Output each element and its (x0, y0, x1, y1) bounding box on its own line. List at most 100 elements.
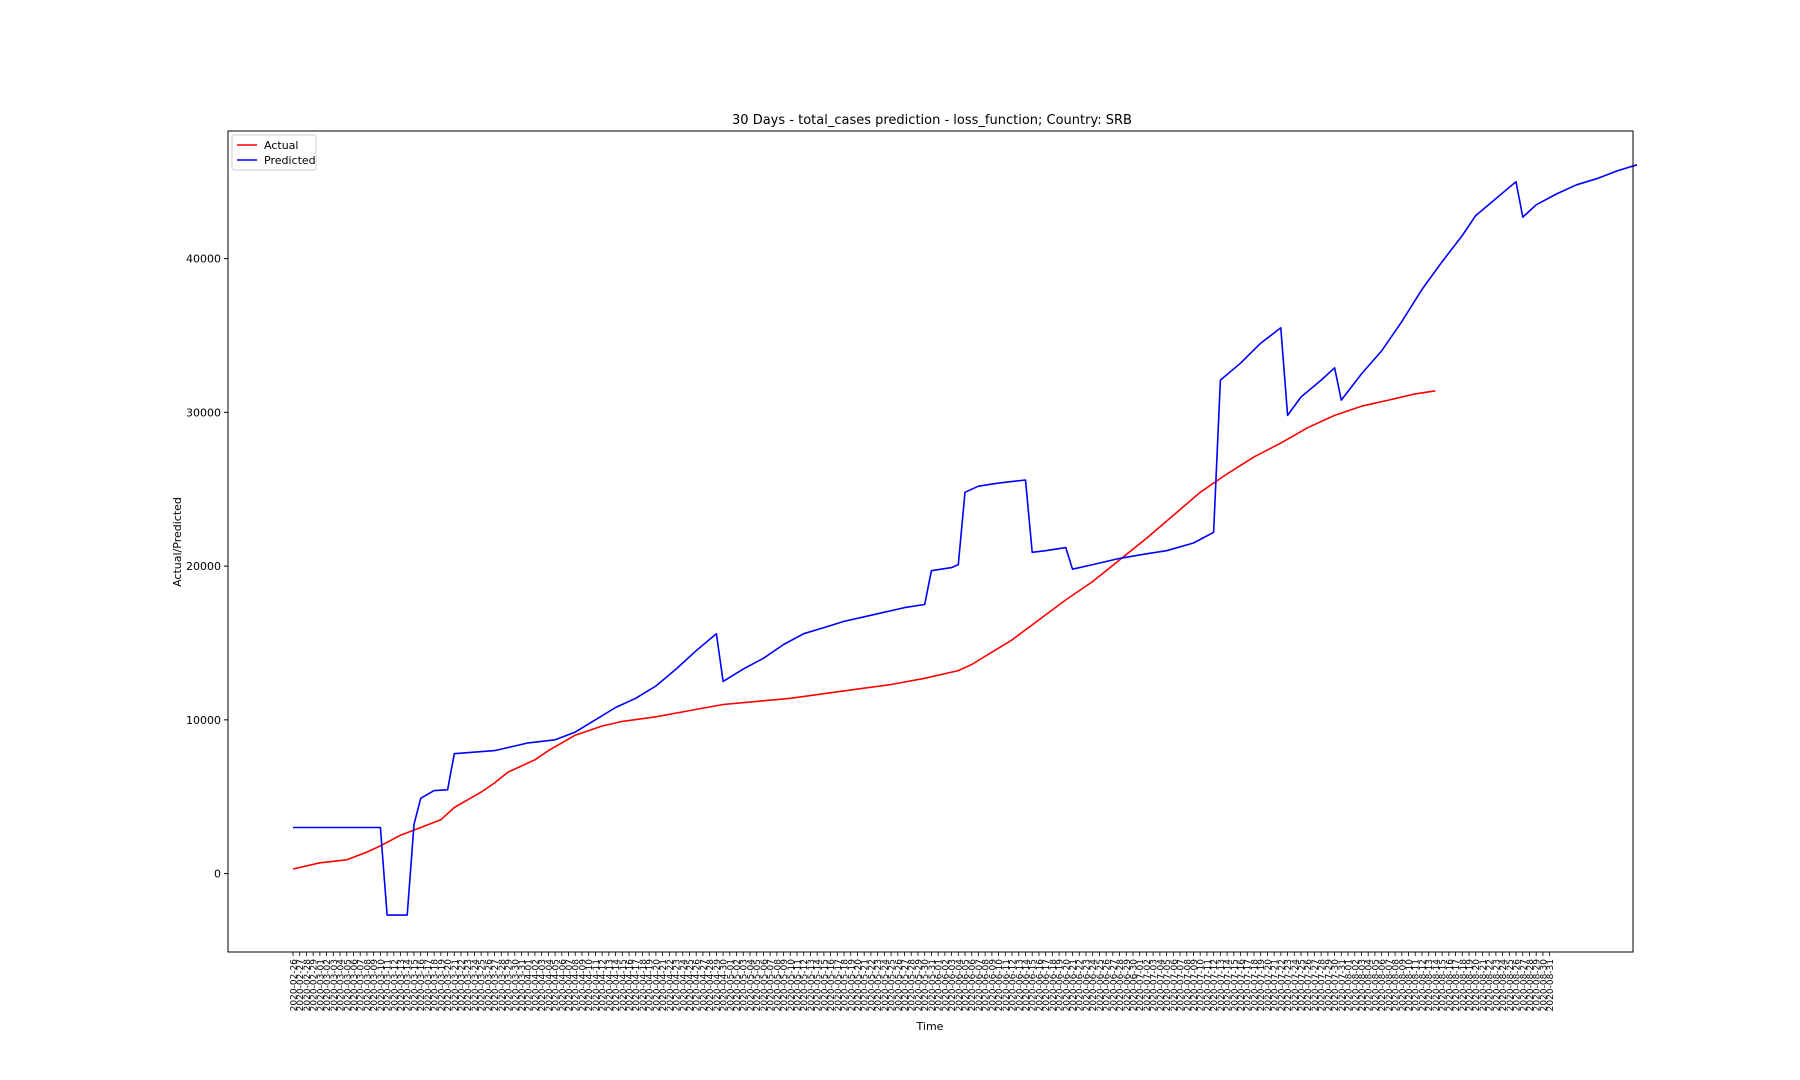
x-tick-label: 2020-04-29 (713, 959, 723, 1012)
x-tick-label: 2020-08-07 (1385, 959, 1395, 1011)
x-tick-label: 2020-03-23 (464, 959, 474, 1011)
legend-box (231, 134, 317, 171)
x-tick-label: 2020-05-17 (834, 959, 844, 1011)
x-tick-label: 2020-04-14 (612, 959, 622, 1012)
x-tick-label: 2020-08-29 (1533, 959, 1543, 1012)
x-tick-label: 2020-06-30 (1130, 959, 1140, 1012)
x-tick-label: 2020-06-26 (1103, 959, 1113, 1012)
x-tick-label: 2020-06-17 (1042, 959, 1052, 1011)
x-tick-label: 2020-08-30 (1539, 959, 1549, 1012)
x-tick-label: 2020-03-03 (330, 959, 340, 1011)
x-tick-label: 2020-03-24 (471, 959, 481, 1012)
x-tick-label: 2020-07-08 (1183, 959, 1193, 1012)
x-tick-label: 2020-04-22 (666, 959, 676, 1011)
x-tick-label: 2020-08-08 (1392, 959, 1402, 1012)
x-tick-label: 2020-04-20 (652, 959, 662, 1012)
x-tick-label: 2020-02-26 (290, 959, 300, 1012)
x-tick-label: 2020-05-20 (854, 959, 864, 1012)
x-tick-label: 2020-08-24 (1499, 959, 1509, 1012)
x-tick-label: 2020-06-20 (1062, 959, 1072, 1012)
x-tick-label: 2020-08-25 (1506, 959, 1516, 1011)
x-tick-label: 2020-04-28 (706, 959, 716, 1012)
x-tick-label: 2020-05-08 (773, 959, 783, 1012)
x-tick-label: 2020-07-27 (1311, 959, 1321, 1011)
x-tick-label: 2020-08-20 (1472, 959, 1482, 1012)
x-tick-label: 2020-05-14 (814, 959, 824, 1012)
x-tick-label: 2020-03-02 (323, 959, 333, 1011)
x-tick-label: 2020-04-25 (686, 959, 696, 1011)
x-tick-label: 2020-06-24 (1089, 959, 1099, 1012)
x-tick-label: 2020-07-04 (1156, 959, 1166, 1012)
x-tick-label: 2020-08-19 (1466, 959, 1476, 1012)
x-tick-label: 2020-07-17 (1244, 959, 1254, 1011)
x-tick-label: 2020-03-29 (505, 959, 515, 1012)
x-tick-label: 2020-06-08 (982, 959, 992, 1012)
x-tick-label: 2020-07-13 (1217, 959, 1227, 1011)
x-tick-label: 2020-06-22 (1076, 959, 1086, 1011)
x-tick-label: 2020-04-03 (538, 959, 548, 1011)
x-axis-label: Time (916, 1020, 944, 1033)
x-tick-label: 2020-06-27 (1109, 959, 1119, 1011)
x-tick-label: 2020-03-16 (417, 959, 427, 1012)
x-tick-label: 2020-06-18 (1049, 959, 1059, 1012)
x-tick-label: 2020-04-01 (525, 959, 535, 1011)
x-tick-label: 2020-08-13 (1425, 959, 1435, 1011)
x-tick-label: 2020-08-06 (1378, 959, 1388, 1012)
x-tick-label: 2020-07-20 (1264, 959, 1274, 1012)
x-tick-label: 2020-05-23 (874, 959, 884, 1011)
x-tick-label: 2020-05-16 (827, 959, 837, 1012)
x-tick-label: 2020-08-09 (1398, 959, 1408, 1012)
x-tick-label: 2020-05-19 (847, 959, 857, 1012)
x-tick-label: 2020-03-12 (390, 959, 400, 1011)
x-tick-label: 2020-06-29 (1123, 959, 1133, 1012)
x-tick-label: 2020-07-29 (1324, 959, 1334, 1012)
x-tick-label: 2020-03-04 (337, 959, 347, 1012)
x-tick-label: 2020-02-27 (296, 959, 306, 1011)
y-tick-label: 0 (214, 868, 221, 881)
chart-title: 30 Days - total_cases prediction - loss_… (732, 113, 1132, 128)
x-tick-label: 2020-03-07 (357, 959, 367, 1011)
y-axis: 0 10000 20000 30000 40000 (186, 253, 228, 881)
x-tick-label: 2020-06-02 (941, 959, 951, 1011)
x-tick-label: 2020-03-17 (424, 959, 434, 1011)
x-tick-label: 2020-03-01 (316, 959, 326, 1011)
x-tick-label: 2020-05-13 (807, 959, 817, 1011)
x-tick-label: 2020-04-10 (585, 959, 595, 1012)
legend: Actual Predicted (231, 134, 317, 171)
x-tick-label: 2020-06-01 (935, 959, 945, 1011)
x-tick-label: 2020-05-26 (894, 959, 904, 1012)
x-tick-label: 2020-03-19 (437, 959, 447, 1012)
x-tick-label: 2020-07-01 (1136, 959, 1146, 1011)
y-tick-label: 30000 (186, 406, 221, 419)
x-tick-label: 2020-05-04 (746, 959, 756, 1012)
x-tick-label: 2020-05-28 (908, 959, 918, 1012)
x-tick-label: 2020-05-06 (760, 959, 770, 1012)
x-tick-label: 2020-05-18 (841, 959, 851, 1012)
x-tick-label: 2020-04-23 (673, 959, 683, 1011)
x-tick-label: 2020-05-10 (787, 959, 797, 1012)
x-tick-label: 2020-03-08 (363, 959, 373, 1012)
x-tick-label: 2020-03-20 (444, 959, 454, 1012)
x-tick-label: 2020-07-11 (1203, 959, 1213, 1011)
x-tick-label: 2020-08-11 (1412, 959, 1422, 1011)
x-tick-label: 2020-05-05 (753, 959, 763, 1011)
x-tick-label: 2020-07-09 (1190, 959, 1200, 1012)
legend-label-actual: Actual (264, 139, 298, 152)
x-tick-label: 2020-08-01 (1345, 959, 1355, 1011)
x-tick-label: 2020-08-31 (1546, 959, 1556, 1011)
legend-label-predicted: Predicted (264, 154, 316, 167)
x-tick-label: 2020-04-24 (679, 959, 689, 1012)
x-tick-label: 2020-08-03 (1358, 959, 1368, 1011)
x-tick-label: 2020-04-21 (659, 959, 669, 1011)
x-tick-label: 2020-07-10 (1197, 959, 1207, 1012)
x-tick-label: 2020-07-18 (1250, 959, 1260, 1012)
x-tick-label: 2020-06-28 (1116, 959, 1126, 1012)
x-tick-label: 2020-05-30 (921, 959, 931, 1012)
x-tick-label: 2020-03-28 (498, 959, 508, 1012)
x-tick-label: 2020-07-21 (1271, 959, 1281, 1011)
x-tick-label: 2020-06-04 (955, 959, 965, 1012)
x-tick-label: 2020-05-24 (881, 959, 891, 1012)
x-tick-label: 2020-07-24 (1291, 959, 1301, 1012)
x-tick-label: 2020-06-13 (1015, 959, 1025, 1011)
